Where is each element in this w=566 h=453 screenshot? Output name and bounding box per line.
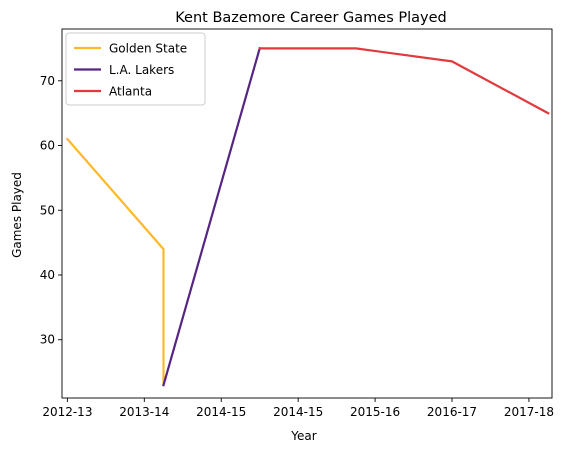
x-tick-label: 2014-15 (196, 405, 246, 419)
y-axis-label: Games Played (10, 172, 24, 258)
legend: Golden State L.A. Lakers Atlanta (65, 32, 206, 106)
x-axis-label: Year (290, 429, 316, 443)
x-tick-label: 2015-16 (350, 405, 400, 419)
series-line-0 (65, 137, 165, 387)
legend-box (65, 32, 206, 106)
x-tick-label: 2014-15 (273, 405, 323, 419)
x-tick-label: 2012-13 (42, 405, 92, 419)
chart-title: Kent Bazemore Career Games Played (175, 10, 447, 26)
series-line-1 (162, 47, 262, 387)
y-axis-ticks: 30 40 50 60 70 (40, 74, 62, 347)
y-tick-label: 70 (40, 74, 55, 88)
y-tick-label: 60 (40, 139, 55, 153)
y-tick-label: 30 (40, 333, 55, 347)
x-tick-label: 2017-18 (504, 405, 554, 419)
y-tick-label: 40 (40, 268, 55, 282)
plot-area (61, 28, 553, 399)
axes-frame (61, 28, 553, 399)
y-tick-label: 50 (40, 203, 55, 217)
series-line-2 (258, 47, 550, 115)
x-axis-ticks: 2012-13 2013-14 2014-15 2014-15 2015-16 2016-… (42, 398, 554, 419)
x-tick-label: 2013-14 (119, 405, 169, 419)
x-tick-label: 2016-17 (427, 405, 477, 419)
legend-label: Golden State (109, 42, 187, 56)
legend-label: Atlanta (109, 85, 152, 99)
legend-label: L.A. Lakers (109, 63, 174, 77)
